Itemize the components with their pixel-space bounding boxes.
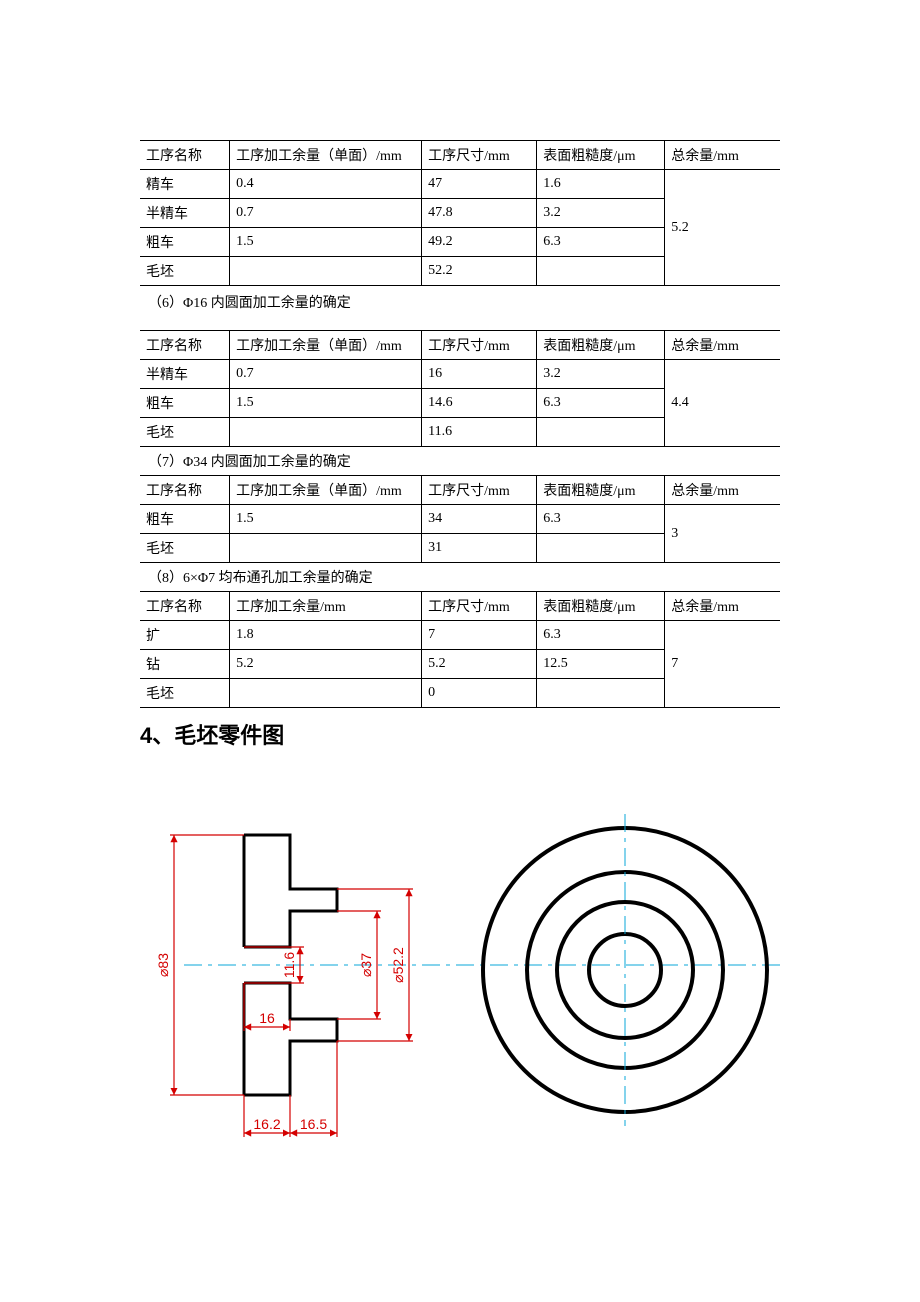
table-row: 工序名称 工序加工余量（单面）/mm 工序尺寸/mm 表面粗糙度/μm 总余量/… [140,331,780,360]
table-row: 工序名称 工序加工余量/mm 工序尺寸/mm 表面粗糙度/μm 总余量/mm [140,592,780,621]
cell: 毛坯 [140,418,230,447]
note-8: （8）6×Φ7 均布通孔加工余量的确定 [140,563,780,592]
col-header: 工序加工余量（单面）/mm [230,476,422,505]
cell-total: 5.2 [665,170,780,286]
cell: 1.8 [230,621,422,650]
cell: 1.6 [537,170,665,199]
table-row: 精车 0.4 47 1.6 5.2 [140,170,780,199]
cell [230,534,422,563]
col-header: 表面粗糙度/μm [537,331,665,360]
table-row: 工序名称 工序加工余量（单面）/mm 工序尺寸/mm 表面粗糙度/μm 总余量/… [140,141,780,170]
table-5: 工序名称 工序加工余量（单面）/mm 工序尺寸/mm 表面粗糙度/μm 总余量/… [140,140,780,286]
col-header: 工序尺寸/mm [422,476,537,505]
section-heading: 4、毛坯零件图 [140,718,780,750]
cell: 精车 [140,170,230,199]
note-8-row: （8）6×Φ7 均布通孔加工余量的确定 [140,563,780,592]
cell [537,679,665,708]
cell [230,679,422,708]
note-7: （7）Φ34 内圆面加工余量的确定 [140,447,780,476]
cell: 扩 [140,621,230,650]
svg-text:11.6: 11.6 [281,952,297,978]
col-header: 工序加工余量（单面）/mm [230,331,422,360]
cell: 毛坯 [140,679,230,708]
cell: 5.2 [230,650,422,679]
cell: 1.5 [230,505,422,534]
col-header: 总余量/mm [665,331,780,360]
cell: 14.6 [422,389,537,418]
cell: 0.4 [230,170,422,199]
svg-text:16.2: 16.2 [253,1116,280,1132]
cell: 47 [422,170,537,199]
svg-text:⌀52.2: ⌀52.2 [390,947,406,983]
col-header: 表面粗糙度/μm [537,476,665,505]
cell: 47.8 [422,199,537,228]
cell: 半精车 [140,360,230,389]
cell: 7 [422,621,537,650]
cell: 6.3 [537,228,665,257]
cell: 粗车 [140,389,230,418]
cell: 0.7 [230,199,422,228]
cell [537,534,665,563]
cell: 6.3 [537,505,665,534]
cell: 钻 [140,650,230,679]
cell: 6.3 [537,621,665,650]
col-header: 总余量/mm [665,476,780,505]
table-row: 半精车 0.7 16 3.2 4.4 [140,360,780,389]
cell: 0 [422,679,537,708]
col-header: 工序名称 [140,476,230,505]
col-header: 总余量/mm [665,592,780,621]
svg-text:16: 16 [259,1010,275,1026]
cell: 3.2 [537,199,665,228]
cell-total: 3 [665,505,780,563]
cell [537,418,665,447]
cell: 49.2 [422,228,537,257]
cell [230,257,422,286]
cell: 1.5 [230,389,422,418]
cell: 52.2 [422,257,537,286]
cell: 3.2 [537,360,665,389]
col-header: 总余量/mm [665,141,780,170]
cell: 6.3 [537,389,665,418]
col-header: 工序加工余量/mm [230,592,422,621]
col-header: 工序名称 [140,592,230,621]
cell: 12.5 [537,650,665,679]
table-6: 工序名称 工序加工余量（单面）/mm 工序尺寸/mm 表面粗糙度/μm 总余量/… [140,330,780,708]
cell: 半精车 [140,199,230,228]
cell-total: 4.4 [665,360,780,447]
cell [537,257,665,286]
cell: 16 [422,360,537,389]
cell-total: 7 [665,621,780,708]
col-header: 工序尺寸/mm [422,592,537,621]
cell: 粗车 [140,505,230,534]
cell: 31 [422,534,537,563]
cell: 34 [422,505,537,534]
table-row: 扩 1.8 7 6.3 7 [140,621,780,650]
note-7-row: （7）Φ34 内圆面加工余量的确定 [140,447,780,476]
table-row: 粗车 1.5 34 6.3 3 [140,505,780,534]
col-header: 工序尺寸/mm [422,141,537,170]
cell: 1.5 [230,228,422,257]
cell [230,418,422,447]
cell: 0.7 [230,360,422,389]
cell: 5.2 [422,650,537,679]
table-row: 工序名称 工序加工余量（单面）/mm 工序尺寸/mm 表面粗糙度/μm 总余量/… [140,476,780,505]
cell: 11.6 [422,418,537,447]
col-header: 表面粗糙度/μm [537,592,665,621]
cell: 粗车 [140,228,230,257]
col-header: 工序名称 [140,141,230,170]
col-header: 表面粗糙度/μm [537,141,665,170]
cell: 毛坯 [140,257,230,286]
col-header: 工序名称 [140,331,230,360]
note-6: （6）Φ16 内圆面加工余量的确定 [140,288,780,316]
cell: 毛坯 [140,534,230,563]
svg-text:⌀37: ⌀37 [358,953,374,977]
svg-text:⌀83: ⌀83 [155,953,171,977]
svg-text:16.5: 16.5 [300,1116,327,1132]
col-header: 工序尺寸/mm [422,331,537,360]
col-header: 工序加工余量（单面）/mm [230,141,422,170]
blank-part-drawing: ⌀83 11.6 ⌀37 ⌀52.2 16 16.2 16.5 [140,770,780,1170]
